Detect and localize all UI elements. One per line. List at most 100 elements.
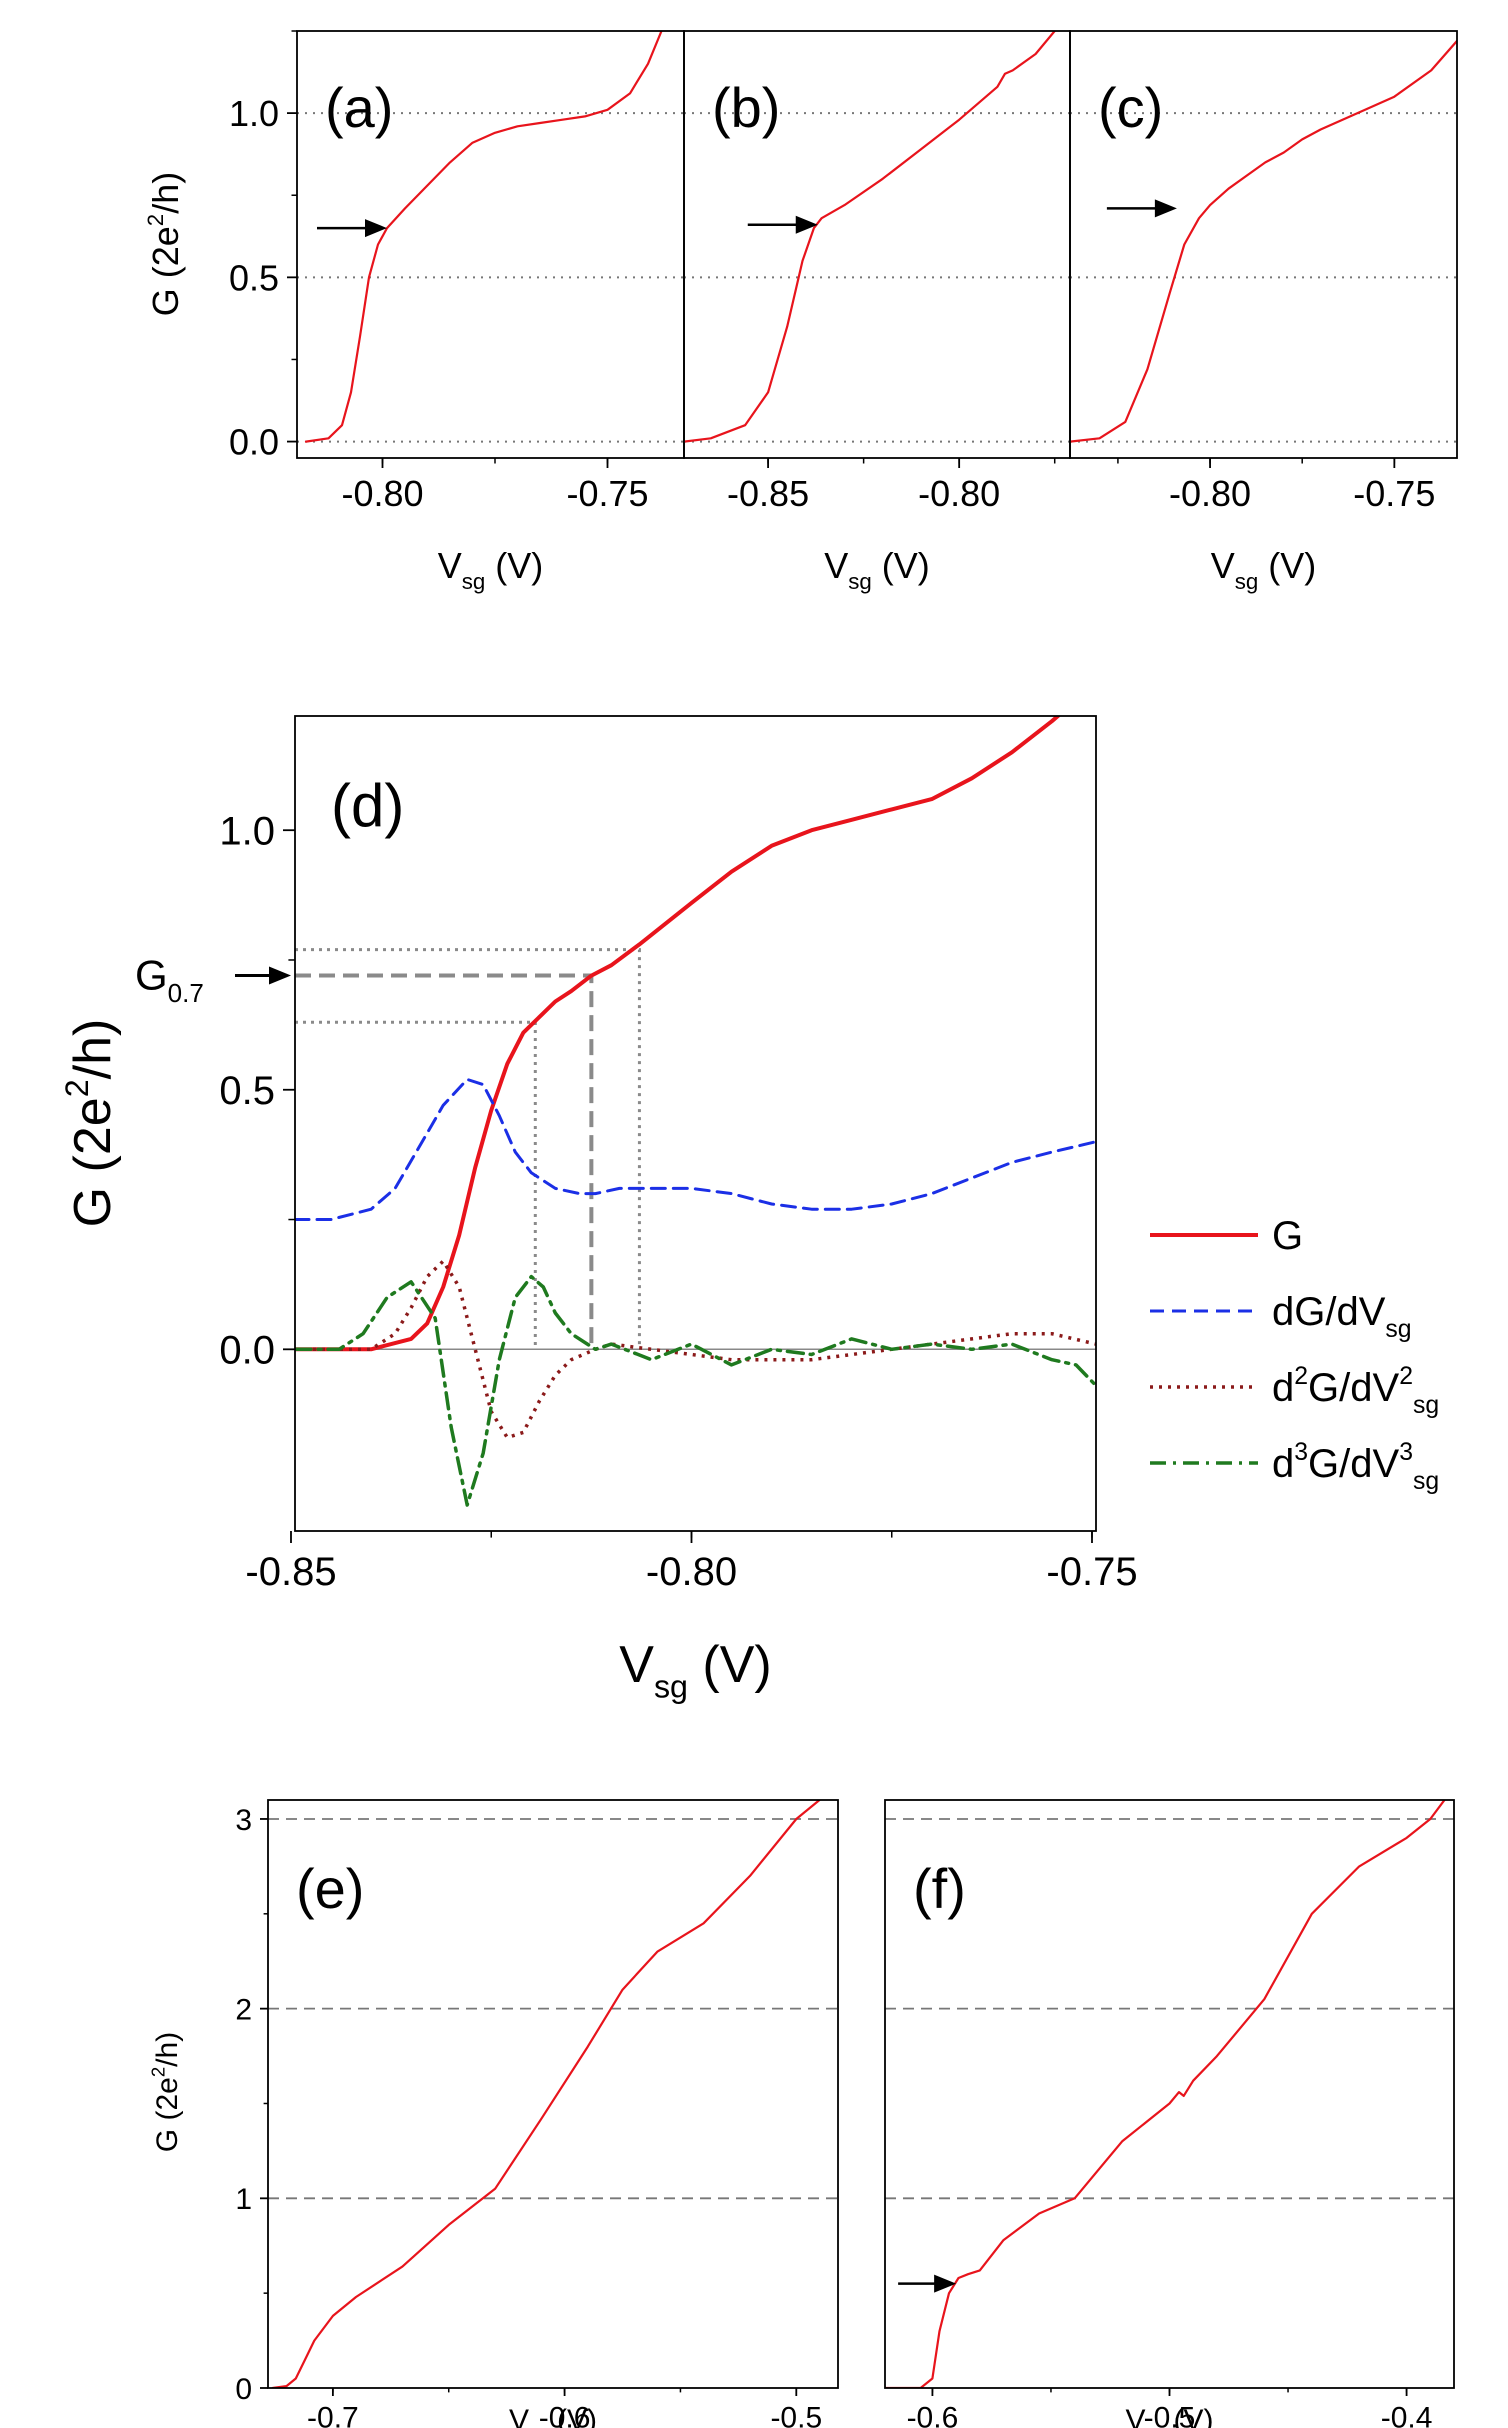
y-axis-label: G (2e2/h)	[143, 172, 186, 316]
x-axis-label-part: (V)	[1258, 545, 1316, 586]
legend-label-part: d	[1272, 1366, 1294, 1410]
x-tick-label: -0.6	[539, 2402, 591, 2428]
x-axis-label-part: sg	[462, 569, 486, 594]
g07-arrow-head	[269, 966, 291, 985]
y-tick-label: 2	[235, 1993, 252, 2026]
y-axis-label-part: /h)	[151, 2032, 184, 2067]
x-tick-label: -0.75	[1353, 473, 1435, 514]
x-tick-label: -0.5	[1144, 2402, 1196, 2428]
legend-label-part: G/dV	[1308, 1442, 1399, 1486]
legend-label: dG/dVsg	[1272, 1290, 1412, 1343]
legend-label-part: G	[1272, 1214, 1303, 1258]
arrow-head	[365, 219, 387, 238]
arrow-head	[795, 215, 818, 234]
x-tick-label: -0.75	[1046, 1550, 1137, 1594]
panel-a: -0.80 -0.75 0.0 0.5 1.0 Vsg (V) G (2e2/h) (a)	[143, 30, 685, 594]
x-tick-label-part: -0.80	[918, 473, 1000, 514]
x-tick-label-part: -0.6	[539, 2402, 591, 2428]
x-axis-label-part: V	[438, 545, 462, 586]
plot-frame	[267, 1799, 839, 2389]
x-tick-label: -0.85	[245, 1550, 336, 1594]
y-tick-label: 0.5	[229, 257, 279, 298]
x-tick-label: -0.75	[566, 473, 648, 514]
x-axis-label-part: (V)	[688, 1636, 772, 1694]
x-tick-label: -0.6	[907, 2402, 959, 2428]
x-tick-label: -0.80	[341, 473, 423, 514]
x-axis-label-part: V	[619, 1636, 654, 1694]
x-tick-label-part: -0.75	[1046, 1550, 1137, 1594]
y-tick-label: 0.0	[219, 1329, 275, 1373]
y-tick-label-part: 0.0	[219, 1329, 275, 1373]
series-line-G	[271, 1800, 821, 2388]
x-tick-label-part: -0.5	[770, 2402, 822, 2428]
y-tick-label-part: 0.0	[229, 422, 279, 463]
x-axis-label-part: (V)	[549, 2404, 597, 2428]
y-axis-label-part: G (2e	[64, 1097, 122, 1227]
y-tick-label-part: 1	[235, 2183, 252, 2216]
series-line-G	[684, 31, 1056, 443]
series-line-d2G/dV2_sg	[295, 1259, 1096, 1440]
y-tick-label: 0	[235, 2373, 252, 2406]
x-tick-label: -0.85	[727, 473, 809, 514]
x-tick-label: -0.80	[1169, 473, 1251, 514]
y-tick-label-part: 0.5	[219, 1069, 275, 1113]
y-axis-label-part: 2	[59, 1079, 95, 1097]
series-line-G	[295, 716, 1061, 1352]
x-axis-label-part: (V)	[872, 545, 930, 586]
legend-label: d2G/dV2sg	[1272, 1363, 1439, 1419]
x-axis-label-part: V	[824, 545, 848, 586]
y-tick-label-part: 0	[235, 2373, 252, 2406]
plot-frame	[294, 715, 1097, 1532]
arrow-head	[934, 2274, 957, 2293]
x-axis-label: Vsg (V)	[509, 2404, 597, 2428]
legend-label-part: sg	[1413, 1392, 1439, 1419]
legend-label: d3G/dV3sg	[1272, 1439, 1439, 1495]
y-axis-label-part: /h)	[145, 172, 186, 214]
x-tick-label: -0.5	[770, 2402, 822, 2428]
x-axis-label: Vsg (V)	[824, 545, 930, 594]
y-tick-label-part: 2	[235, 1993, 252, 2026]
panel-f: -0.6 -0.5 -0.4 Vsg (V) (f)	[884, 1799, 1455, 2428]
panel-label: (f)	[913, 1857, 966, 1920]
x-tick-label: -0.4	[1381, 2402, 1433, 2428]
legend-label-part: 3	[1399, 1439, 1413, 1466]
panel-label: (a)	[325, 76, 393, 139]
panel-label-part: (a)	[325, 76, 393, 139]
y-tick-label: 0.0	[229, 422, 279, 463]
g07-label: G0.7	[135, 952, 204, 1009]
x-tick-label-part: -0.7	[307, 2402, 359, 2428]
panel-label: (d)	[331, 772, 404, 839]
panel-label-part: (b)	[712, 76, 780, 139]
legend-label-part: 3	[1294, 1439, 1308, 1466]
x-axis-label-part: sg	[529, 2422, 549, 2428]
x-axis-label-part: (V)	[1165, 2404, 1213, 2428]
y-tick-label-part: 1.0	[219, 810, 275, 854]
arrow-head	[1154, 199, 1177, 218]
x-axis-label: Vsg (V)	[1126, 2404, 1214, 2428]
legend-label-part: d	[1272, 1442, 1294, 1486]
plot-frame	[884, 1799, 1455, 2389]
legend-label-part: 2	[1294, 1363, 1308, 1390]
x-tick-label-part: -0.85	[727, 473, 809, 514]
y-axis-label-part: 2	[143, 214, 168, 226]
series-line-G	[885, 1800, 1446, 2388]
x-tick-label-part: -0.85	[245, 1550, 336, 1594]
panel-label: (e)	[296, 1857, 364, 1920]
series-line-dG/dV_sg	[295, 1077, 1096, 1221]
x-tick-label-part: -0.5	[1144, 2402, 1196, 2428]
panel-b: -0.85 -0.80 Vsg (V) (b)	[683, 30, 1071, 594]
x-axis-label-part: sg	[848, 569, 872, 594]
legend-label-part: dG/dV	[1272, 1290, 1386, 1334]
x-tick-label-part: -0.80	[341, 473, 423, 514]
panel-label: (b)	[712, 76, 780, 139]
x-axis-label-part: V	[1126, 2404, 1146, 2428]
y-axis-label-part: /h)	[64, 1019, 122, 1080]
panel-label-part: (c)	[1098, 76, 1163, 139]
x-axis-label-part: V	[1211, 545, 1235, 586]
x-tick-label-part: -0.75	[1353, 473, 1435, 514]
panel-label-part: (e)	[296, 1857, 364, 1920]
g07-label-part: G	[135, 952, 168, 999]
x-axis-label-part: (V)	[485, 545, 543, 586]
x-axis-label: Vsg (V)	[438, 545, 544, 594]
